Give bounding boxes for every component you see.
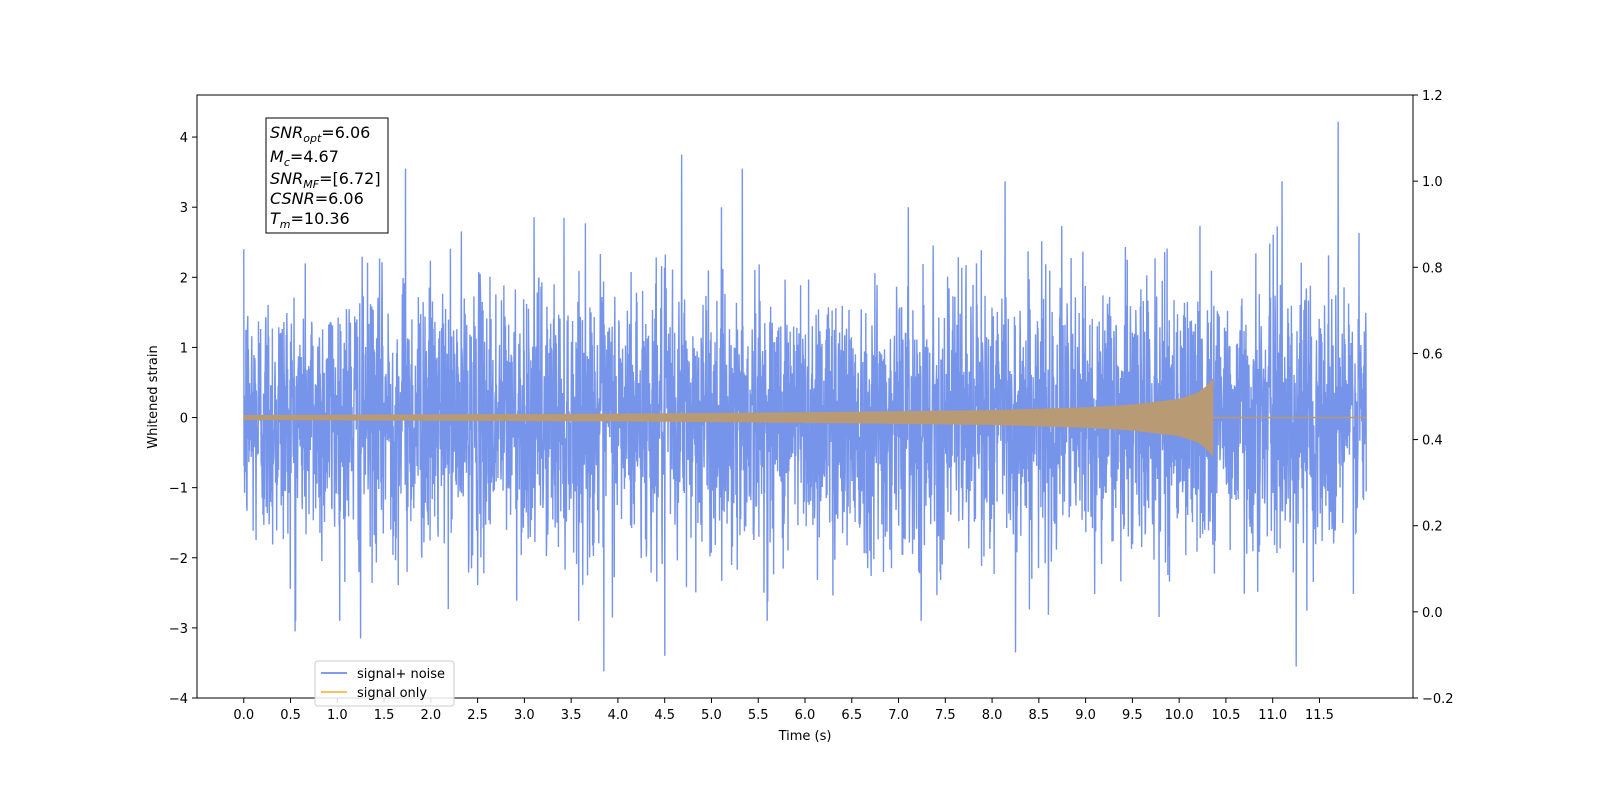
y-tick-label: −2 (169, 552, 188, 567)
y2-tick-label: 1.0 (1422, 175, 1443, 190)
x-tick-label: 8.5 (1029, 708, 1050, 723)
y2-tick-label: −0.2 (1422, 692, 1454, 707)
plot-area (243, 121, 1367, 672)
x-tick-label: 7.0 (888, 708, 909, 723)
annotation-tm: Tm=10.36 (270, 209, 350, 231)
y-tick-label: 0 (180, 412, 188, 427)
x-tick-label: 10.5 (1211, 708, 1240, 723)
y-tick-label: 2 (180, 271, 188, 286)
series-signal-only (243, 377, 1214, 458)
x-tick-label: 6.5 (841, 708, 862, 723)
annotation-csnr: CSNR=6.06 (270, 189, 364, 208)
x-tick-label: 0.5 (280, 708, 301, 723)
y2-tick-label: 0.0 (1422, 606, 1443, 621)
y-tick-label: 3 (180, 201, 188, 216)
x-tick-label: 9.5 (1122, 708, 1143, 723)
x-tick-label: 4.0 (608, 708, 629, 723)
x-tick-label: 9.0 (1075, 708, 1096, 723)
x-tick-label: 1.0 (327, 708, 348, 723)
y-axis-left: 4 3 2 1 0 −1 −2 −3 −4 (169, 131, 197, 707)
x-tick-label: 3.5 (561, 708, 582, 723)
y-tick-label: 4 (180, 131, 188, 146)
y-axis-right: 1.2 1.0 0.8 0.6 0.4 0.2 0.0 −0.2 (1413, 89, 1454, 707)
annotation-frame (265, 117, 389, 234)
x-tick-label: 1.5 (374, 708, 395, 723)
y2-tick-label: 0.6 (1422, 347, 1443, 362)
legend: signal+ noise signal only (314, 660, 455, 707)
x-tick-label: 2.0 (421, 708, 442, 723)
y2-tick-label: 1.2 (1422, 89, 1443, 104)
x-tick-label: 3.0 (514, 708, 535, 723)
legend-label-signal-noise: signal+ noise (357, 667, 445, 682)
legend-frame (314, 660, 455, 707)
annotation-box: SNRopt=6.06 Mc=4.67 SNRMF=[6.72] CSNR=6.… (265, 117, 389, 234)
y-tick-label: 1 (180, 341, 188, 356)
x-tick-label: 6.0 (795, 708, 816, 723)
x-tick-label: 10.0 (1165, 708, 1194, 723)
y-axis-label: Whitened strain (146, 345, 161, 448)
x-tick-label: 2.5 (467, 708, 488, 723)
y2-tick-label: 0.8 (1422, 261, 1443, 276)
annotation-mc: Mc=4.67 (270, 147, 339, 169)
y-tick-label: −4 (169, 692, 188, 707)
x-tick-label: 11.0 (1258, 708, 1287, 723)
x-tick-label: 5.5 (748, 708, 769, 723)
x-axis: 0.0 0.5 1.0 1.5 2.0 2.5 3.0 3.5 4.0 4.5 5.0 5.5 6.0 6… (233, 698, 1334, 723)
annotation-snr-mf: SNRMF=[6.72] (270, 169, 381, 191)
y2-tick-label: 0.4 (1422, 434, 1443, 449)
x-tick-label: 8.0 (982, 708, 1003, 723)
legend-label-signal-only: signal only (357, 686, 427, 701)
x-tick-label: 5.0 (701, 708, 722, 723)
y2-tick-label: 0.2 (1422, 520, 1443, 535)
x-tick-label: 11.5 (1305, 708, 1334, 723)
x-tick-label: 4.5 (654, 708, 675, 723)
y-tick-label: −3 (169, 622, 188, 637)
x-tick-label: 7.5 (935, 708, 956, 723)
x-axis-label: Time (s) (778, 729, 832, 744)
y-tick-label: −1 (169, 482, 188, 497)
x-tick-label: 0.0 (233, 708, 254, 723)
annotation-snr-opt: SNRopt=6.06 (270, 123, 370, 145)
series-layer (243, 121, 1367, 672)
